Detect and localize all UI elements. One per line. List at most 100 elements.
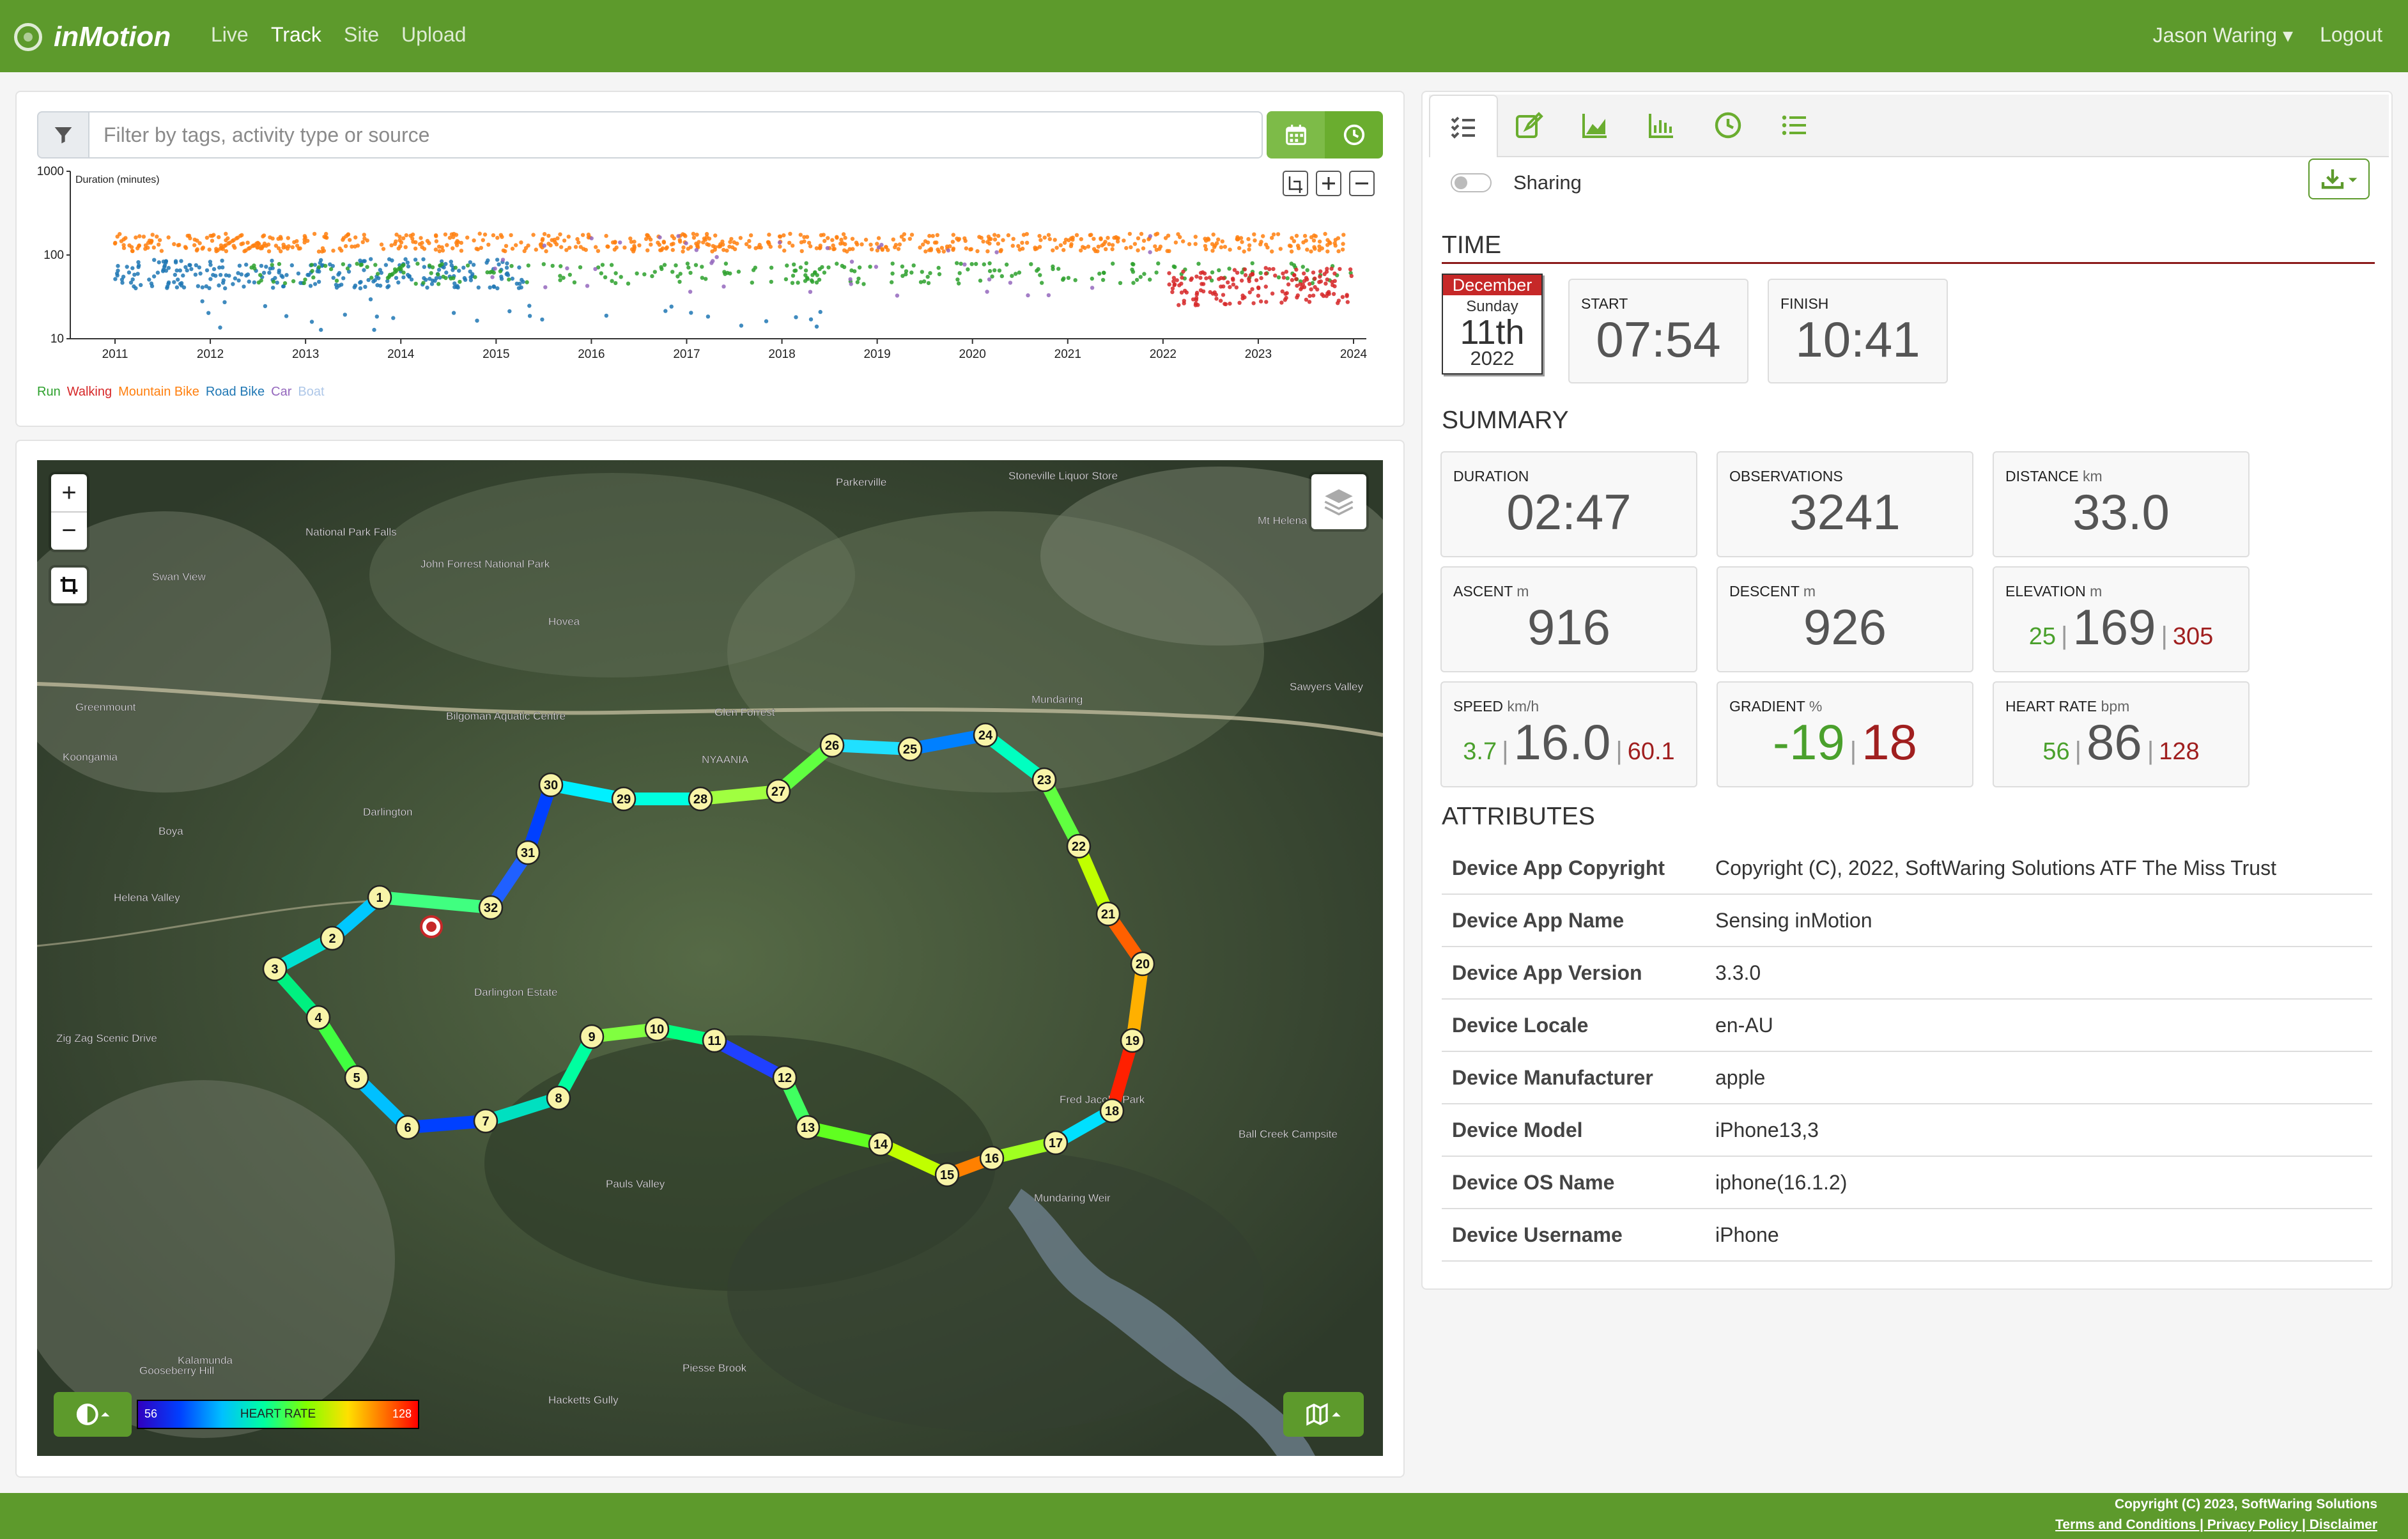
waypoint-marker[interactable]: 18: [1099, 1098, 1125, 1124]
map-crop-button[interactable]: [51, 568, 87, 603]
tab-edit[interactable]: [1495, 95, 1562, 156]
speed-card: SPEED km/h 3.7 | 16.0 | 60.1: [1440, 681, 1697, 787]
chart-point: [1058, 243, 1063, 247]
logout-link[interactable]: Logout: [2320, 23, 2382, 46]
chart-crop-button[interactable]: [1283, 171, 1308, 196]
waypoint-marker[interactable]: 12: [772, 1065, 798, 1090]
chart-point: [1014, 272, 1018, 276]
waypoint-marker[interactable]: 3: [262, 956, 288, 982]
chart-point: [1263, 271, 1269, 276]
chart-point: [534, 247, 538, 252]
finish-value: 10:41: [1795, 311, 1920, 367]
legend-item[interactable]: Mountain Bike: [118, 385, 199, 399]
waypoint-marker[interactable]: 23: [1031, 767, 1057, 793]
chart-point: [514, 281, 519, 286]
calendar-icon[interactable]: [1267, 111, 1325, 159]
chart-point: [911, 263, 916, 268]
chart-point: [1024, 240, 1030, 245]
clock-icon[interactable]: [1325, 111, 1383, 159]
waypoint-marker[interactable]: 8: [546, 1085, 571, 1111]
waypoint-marker[interactable]: 9: [579, 1024, 605, 1049]
map-layers-button[interactable]: [1311, 474, 1366, 529]
waypoint-marker[interactable]: 22: [1066, 833, 1092, 859]
chart-point: [854, 240, 859, 245]
footer-links[interactable]: Terms and Conditions | Privacy Policy | …: [2055, 1517, 2377, 1532]
tab-elevation[interactable]: [1562, 95, 1628, 156]
waypoint-marker[interactable]: 14: [868, 1131, 893, 1157]
waypoint-marker[interactable]: 24: [973, 722, 998, 748]
waypoint-marker[interactable]: 30: [538, 772, 564, 798]
chart-point: [876, 236, 881, 240]
map[interactable]: National Park Falls John Forrest National…: [37, 460, 1383, 1456]
speed-min: 3.7: [1463, 738, 1497, 765]
satellite-map[interactable]: National Park Falls John Forrest National…: [37, 460, 1383, 1456]
legend-item[interactable]: Road Bike: [205, 385, 265, 399]
chart-point: [747, 245, 752, 249]
nav-site[interactable]: Site: [344, 23, 380, 46]
waypoint-marker[interactable]: 16: [979, 1145, 1005, 1171]
chart-point: [856, 276, 861, 281]
download-button[interactable]: [2308, 159, 2370, 199]
waypoint-marker[interactable]: 7: [473, 1108, 498, 1134]
chart-point: [1270, 236, 1274, 240]
waypoint-marker[interactable]: 29: [611, 786, 637, 812]
chart-point: [1324, 281, 1328, 286]
chart-point: [661, 240, 666, 244]
nav-live[interactable]: Live: [211, 23, 249, 46]
map-zoom-out-button[interactable]: −: [61, 516, 77, 545]
chart-point: [197, 241, 202, 245]
map-style-button[interactable]: [1283, 1392, 1364, 1437]
chart-point: [471, 263, 476, 267]
chart-point: [428, 277, 432, 281]
tab-histogram[interactable]: [1628, 95, 1695, 156]
waypoint-marker[interactable]: 1: [367, 885, 392, 910]
tab-list[interactable]: [1761, 95, 1828, 156]
waypoint-marker[interactable]: 26: [819, 732, 845, 758]
legend-item[interactable]: Car: [271, 385, 292, 399]
waypoint-marker[interactable]: 10: [644, 1016, 670, 1042]
chart-point: [1210, 291, 1216, 296]
waypoint-marker[interactable]: 31: [515, 840, 541, 865]
sharing-toggle[interactable]: [1451, 173, 1492, 192]
waypoint-marker[interactable]: 25: [897, 736, 923, 762]
chart-point: [514, 243, 518, 247]
chart-point: [286, 236, 290, 240]
tab-time[interactable]: [1695, 95, 1761, 156]
legend-item[interactable]: Run: [37, 385, 61, 399]
waypoint-marker[interactable]: 13: [795, 1115, 821, 1140]
nav-track[interactable]: Track: [271, 23, 321, 46]
waypoint-marker[interactable]: 21: [1095, 901, 1121, 927]
brand[interactable]: inMotion: [14, 18, 171, 56]
waypoint-marker[interactable]: 28: [688, 786, 713, 812]
filter-input[interactable]: [89, 111, 1263, 159]
legend-item[interactable]: Walking: [66, 385, 112, 399]
waypoint-marker[interactable]: 11: [702, 1028, 727, 1053]
speed-label: SPEED: [1453, 698, 1503, 715]
map-zoom-in-button[interactable]: +: [51, 474, 87, 513]
waypoint-marker[interactable]: 5: [344, 1065, 369, 1090]
chart-point: [526, 263, 530, 268]
waypoint-marker[interactable]: 15: [934, 1162, 960, 1187]
tab-details[interactable]: [1429, 95, 1498, 157]
activity-timeline-chart[interactable]: Duration (minutes) 1000 100 10 2011 2012 2013 2…: [37, 165, 1383, 382]
chart-point: [247, 279, 251, 284]
chart-point: [904, 272, 908, 277]
filter-icon[interactable]: [37, 111, 89, 159]
user-menu[interactable]: Jason Waring ▾: [2152, 24, 2293, 47]
map-theme-button[interactable]: [54, 1392, 132, 1437]
x-tick-label: 2013: [292, 348, 319, 361]
waypoint-marker[interactable]: 27: [766, 778, 791, 804]
chart-point: [396, 280, 401, 285]
waypoint-marker[interactable]: 20: [1130, 951, 1155, 977]
waypoint-marker[interactable]: 19: [1120, 1028, 1145, 1053]
waypoint-marker[interactable]: 2: [320, 925, 345, 951]
chart-point: [660, 246, 665, 251]
waypoint-marker[interactable]: 17: [1043, 1130, 1069, 1156]
legend-item[interactable]: Boat: [298, 385, 325, 399]
waypoint-marker[interactable]: 32: [478, 895, 504, 920]
start-marker[interactable]: [420, 915, 443, 938]
waypoint-marker[interactable]: 6: [395, 1115, 421, 1140]
nav-upload[interactable]: Upload: [401, 23, 467, 46]
waypoint-marker[interactable]: 4: [305, 1005, 331, 1030]
map-place-label: National Park Falls: [305, 526, 397, 538]
